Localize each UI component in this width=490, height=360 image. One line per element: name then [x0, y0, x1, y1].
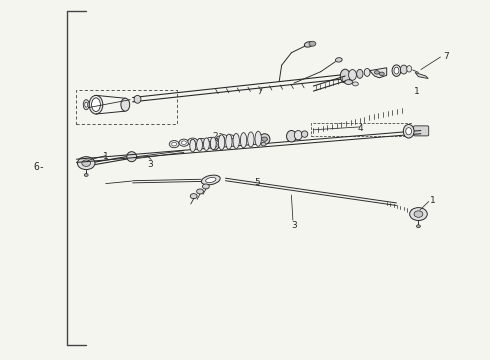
Ellipse shape [226, 134, 232, 149]
Ellipse shape [134, 95, 141, 103]
Ellipse shape [255, 131, 261, 146]
Ellipse shape [210, 140, 219, 150]
Circle shape [309, 41, 316, 46]
Polygon shape [369, 68, 387, 78]
Ellipse shape [219, 135, 225, 150]
Circle shape [190, 140, 195, 143]
Ellipse shape [340, 69, 350, 83]
FancyBboxPatch shape [414, 126, 429, 136]
Ellipse shape [336, 58, 342, 62]
Ellipse shape [203, 138, 209, 150]
Circle shape [416, 225, 420, 228]
Ellipse shape [406, 128, 412, 135]
Ellipse shape [241, 133, 246, 148]
Circle shape [374, 71, 379, 74]
Circle shape [181, 141, 186, 144]
Ellipse shape [364, 68, 370, 76]
Polygon shape [415, 72, 428, 78]
Ellipse shape [392, 65, 401, 76]
Text: 2: 2 [213, 132, 218, 141]
Ellipse shape [210, 137, 216, 150]
Ellipse shape [206, 177, 216, 183]
Ellipse shape [352, 82, 358, 86]
Circle shape [261, 142, 266, 146]
Text: 4: 4 [357, 123, 363, 132]
Text: 5: 5 [254, 178, 260, 187]
Circle shape [379, 72, 384, 76]
Circle shape [82, 160, 91, 166]
Ellipse shape [89, 95, 103, 114]
Circle shape [188, 138, 197, 145]
Ellipse shape [344, 80, 352, 85]
Circle shape [410, 208, 427, 221]
Circle shape [414, 211, 423, 217]
Ellipse shape [201, 175, 220, 185]
Circle shape [202, 184, 209, 189]
Ellipse shape [400, 65, 407, 74]
Ellipse shape [348, 69, 356, 80]
Ellipse shape [92, 98, 100, 112]
Ellipse shape [233, 134, 240, 148]
Ellipse shape [212, 142, 217, 148]
Circle shape [190, 194, 197, 199]
Ellipse shape [247, 132, 254, 147]
Ellipse shape [226, 135, 234, 139]
Ellipse shape [121, 98, 130, 111]
Ellipse shape [217, 136, 224, 140]
Ellipse shape [294, 131, 302, 140]
Text: 1: 1 [103, 152, 109, 161]
Ellipse shape [287, 131, 296, 142]
Bar [76, 90, 176, 125]
Ellipse shape [197, 138, 205, 143]
Ellipse shape [207, 137, 215, 141]
Circle shape [84, 174, 88, 176]
Ellipse shape [403, 125, 414, 138]
Text: 3: 3 [147, 160, 153, 169]
Ellipse shape [357, 69, 363, 78]
Ellipse shape [304, 42, 313, 47]
Circle shape [169, 140, 179, 148]
Ellipse shape [196, 139, 202, 151]
Ellipse shape [259, 134, 270, 144]
Text: 3: 3 [292, 221, 297, 230]
Ellipse shape [85, 102, 88, 107]
Text: 6-: 6- [33, 162, 45, 172]
Circle shape [179, 139, 189, 146]
Circle shape [172, 142, 176, 146]
Text: 1: 1 [414, 87, 419, 96]
Ellipse shape [83, 100, 89, 110]
Ellipse shape [127, 152, 137, 162]
Circle shape [196, 189, 203, 194]
Ellipse shape [394, 67, 399, 74]
Circle shape [262, 137, 268, 141]
Circle shape [77, 157, 95, 170]
Ellipse shape [301, 131, 308, 137]
Ellipse shape [190, 139, 196, 152]
Text: 7: 7 [443, 52, 449, 61]
Ellipse shape [407, 66, 412, 72]
Text: 1: 1 [430, 196, 436, 205]
